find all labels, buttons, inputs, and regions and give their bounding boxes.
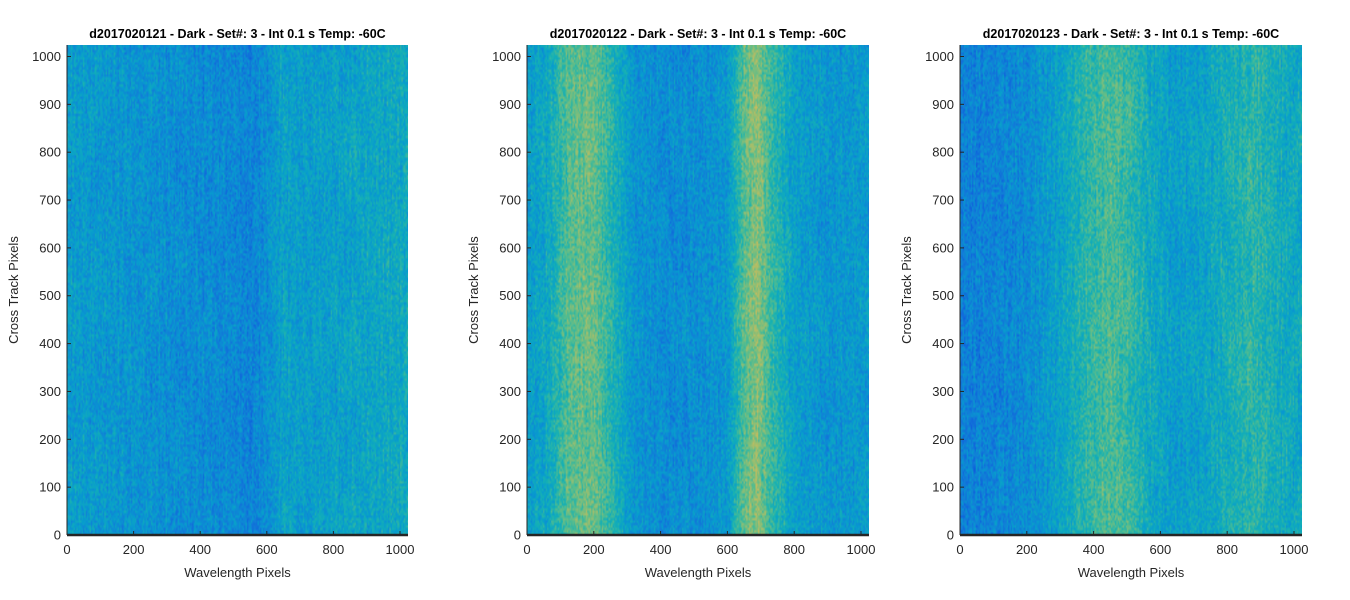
x-tick-label: 0 — [956, 542, 963, 557]
x-tick-label: 400 — [650, 542, 672, 557]
x-tick-label: 200 — [583, 542, 605, 557]
x-axis-label: Wavelength Pixels — [184, 565, 291, 580]
y-tick-label: 300 — [39, 384, 61, 399]
x-tick-label: 200 — [123, 542, 145, 557]
x-axis-label: Wavelength Pixels — [645, 565, 752, 580]
x-tick-label: 1000 — [386, 542, 415, 557]
y-tick-label: 900 — [932, 97, 954, 112]
chart-panel-3: 0 200 400 600 800 1000 0 100 200 300 400 500 600 700 8… — [899, 27, 1308, 580]
x-tick-label: 400 — [1083, 542, 1105, 557]
x-tick-label: 1000 — [1280, 542, 1309, 557]
y-tick-label: 200 — [39, 432, 61, 447]
x-tick-label: 0 — [63, 542, 70, 557]
heatmap-image — [527, 45, 869, 535]
y-axis-label: Cross Track Pixels — [6, 236, 21, 344]
y-tick-label: 600 — [39, 240, 61, 255]
y-tick-label: 400 — [39, 336, 61, 351]
y-tick-label: 500 — [39, 288, 61, 303]
chart-title: d2017020123 - Dark - Set#: 3 - Int 0.1 s… — [983, 27, 1279, 41]
x-tick-label: 800 — [1216, 542, 1238, 557]
y-tick-label: 300 — [932, 384, 954, 399]
x-axis-label: Wavelength Pixels — [1078, 565, 1185, 580]
y-tick-label: 700 — [39, 193, 61, 208]
y-tick-label: 200 — [932, 432, 954, 447]
chart-title: d2017020121 - Dark - Set#: 3 - Int 0.1 s… — [89, 27, 385, 41]
chart-title: d2017020122 - Dark - Set#: 3 - Int 0.1 s… — [550, 27, 846, 41]
heatmap-image — [67, 45, 408, 535]
y-axis-label: Cross Track Pixels — [466, 236, 481, 344]
x-tick-label: 0 — [523, 542, 530, 557]
y-tick-label: 800 — [39, 145, 61, 160]
y-tick-label: 900 — [39, 97, 61, 112]
x-tick-label: 600 — [256, 542, 278, 557]
y-tick-label: 1000 — [925, 49, 954, 64]
x-tick-label: 600 — [1150, 542, 1172, 557]
chart-panel-2: 0 200 400 600 800 1000 0 100 200 300 400 500 600 700 8… — [466, 27, 875, 580]
x-tick-label: 200 — [1016, 542, 1038, 557]
y-tick-label: 500 — [932, 288, 954, 303]
y-tick-label: 1000 — [492, 49, 521, 64]
y-tick-label: 400 — [499, 336, 521, 351]
y-tick-label: 400 — [932, 336, 954, 351]
y-tick-label: 800 — [499, 145, 521, 160]
y-tick-label: 0 — [514, 528, 521, 543]
y-tick-label: 0 — [947, 528, 954, 543]
y-tick-label: 100 — [499, 480, 521, 495]
heatmap-image — [960, 45, 1302, 535]
x-tick-label: 600 — [717, 542, 739, 557]
y-tick-label: 500 — [499, 288, 521, 303]
x-tick-label: 400 — [189, 542, 211, 557]
y-tick-label: 700 — [932, 193, 954, 208]
y-tick-label: 300 — [499, 384, 521, 399]
y-tick-label: 700 — [499, 193, 521, 208]
y-tick-label: 100 — [932, 480, 954, 495]
y-tick-label: 600 — [932, 240, 954, 255]
y-tick-label: 900 — [499, 97, 521, 112]
y-tick-label: 200 — [499, 432, 521, 447]
y-tick-label: 100 — [39, 480, 61, 495]
x-tick-label: 800 — [323, 542, 345, 557]
y-tick-label: 600 — [499, 240, 521, 255]
x-tick-label: 800 — [783, 542, 805, 557]
chart-panel-1: 0 200 400 600 800 1000 0 100 200 300 400 500 600 700 8… — [6, 27, 414, 580]
y-tick-label: 1000 — [32, 49, 61, 64]
y-axis-label: Cross Track Pixels — [899, 236, 914, 344]
x-tick-label: 1000 — [847, 542, 876, 557]
y-tick-label: 0 — [54, 528, 61, 543]
y-tick-label: 800 — [932, 145, 954, 160]
